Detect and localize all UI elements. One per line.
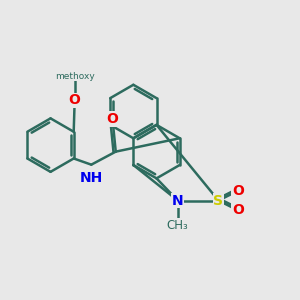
Text: methoxy: methoxy xyxy=(55,72,94,81)
Text: S: S xyxy=(214,194,224,208)
Text: CH₃: CH₃ xyxy=(167,218,189,232)
Text: O: O xyxy=(232,203,244,217)
Text: NH: NH xyxy=(80,170,103,184)
Text: O: O xyxy=(106,112,119,126)
Text: O: O xyxy=(69,93,81,107)
Text: O: O xyxy=(232,184,244,198)
Text: N: N xyxy=(172,194,184,208)
